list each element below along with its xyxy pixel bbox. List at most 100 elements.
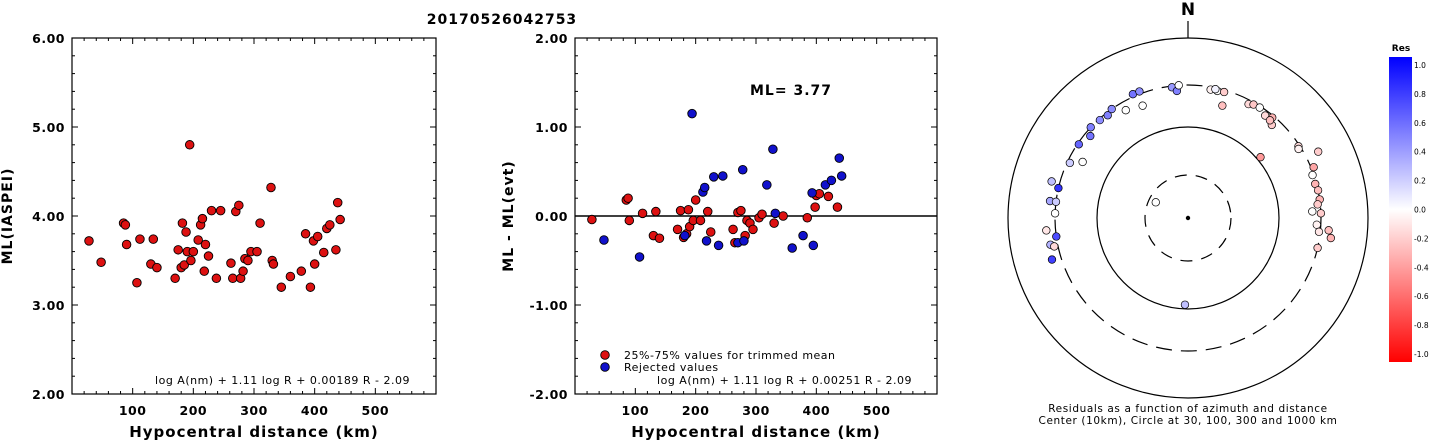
station-point xyxy=(173,245,183,255)
trimmed-point xyxy=(683,205,694,215)
station-point xyxy=(120,220,131,230)
rejected-point xyxy=(718,171,728,181)
station-residual-point xyxy=(1316,209,1326,218)
magnitude-distance-panel: 2.00 3.00 4.00 5.00 6.00 100 200 300 400 500 ML(… xyxy=(0,31,437,441)
y-tick-label: 2.00 xyxy=(32,387,65,402)
station-residual-point xyxy=(1135,87,1144,96)
station-point xyxy=(234,200,244,211)
station-point xyxy=(121,239,132,250)
station-point xyxy=(177,218,188,228)
epicenter-dot xyxy=(1185,215,1191,221)
station-point xyxy=(197,213,208,224)
trimmed-point xyxy=(623,193,633,203)
y-tick-label: 3.00 xyxy=(32,298,65,313)
station-residual-point xyxy=(1054,183,1063,193)
colorbar-tick-label: 0.8 xyxy=(1414,90,1426,99)
residual-distance-panel: -2.00 -1.00 0.00 1.00 2.00 100 200 300 400 500 M… xyxy=(501,31,938,441)
y-tick-label: -2.00 xyxy=(529,387,568,402)
station-residual-point xyxy=(1095,115,1105,125)
station-point xyxy=(181,227,191,237)
rejected-point xyxy=(713,240,724,251)
trimmed-point xyxy=(748,224,758,235)
station-residual-point xyxy=(1218,101,1227,110)
rejected-point xyxy=(798,230,808,241)
x-tick-label: 400 xyxy=(803,403,831,418)
trimmed-point xyxy=(757,209,767,219)
station-residual-point xyxy=(1308,170,1317,180)
colorbar-tick-label: 0.4 xyxy=(1414,148,1426,157)
trimmed-point xyxy=(624,215,635,226)
polar-caption-1: Residuals as a function of azimuth and d… xyxy=(1048,403,1328,415)
station-residual-point xyxy=(1151,198,1160,207)
station-point xyxy=(332,197,343,208)
legend-marker-trimmed xyxy=(600,350,610,360)
trimmed-point xyxy=(736,205,746,216)
station-point xyxy=(135,234,145,244)
station-residual-point xyxy=(1313,243,1322,253)
station-residual-point xyxy=(1138,101,1147,110)
station-residual-point xyxy=(1086,131,1095,141)
legend-marker-rejected xyxy=(600,362,610,372)
colorbar-tick-label: -1.0 xyxy=(1414,350,1429,359)
plot1-frame xyxy=(71,37,437,395)
y-tick-label: 0.00 xyxy=(535,209,568,224)
colorbar-tick-label: 1.0 xyxy=(1414,61,1426,70)
plot1-points xyxy=(84,140,345,292)
rejected-point xyxy=(739,236,749,246)
colorbar-tick-label: -0.2 xyxy=(1414,234,1429,243)
x-tick-label: 300 xyxy=(240,403,268,418)
station-residual-point xyxy=(1324,226,1333,235)
station-point xyxy=(228,273,238,284)
trimmed-point xyxy=(778,211,788,221)
colorbar-tick-label: 0.0 xyxy=(1414,206,1426,215)
station-point xyxy=(325,220,335,230)
station-residual-point xyxy=(1042,226,1051,235)
colorbar-tick-label: -0.6 xyxy=(1414,292,1429,301)
station-point xyxy=(238,266,248,276)
x-tick-label: 200 xyxy=(682,403,710,418)
plot2-formula: log A(nm) + 1.11 log R + 0.00251 R - 2.0… xyxy=(657,374,912,387)
y-tick-label: 6.00 xyxy=(32,31,65,46)
rejected-point xyxy=(834,153,845,163)
rejected-point xyxy=(787,243,797,253)
station-residual-point xyxy=(1107,104,1116,114)
ml-value-label: ML= 3.77 xyxy=(750,83,832,99)
station-point xyxy=(252,246,262,257)
station-residual-point xyxy=(1313,186,1323,195)
rejected-point xyxy=(737,164,748,175)
plot2-x-label: Hypocentral distance (km) xyxy=(631,423,881,441)
rejected-point xyxy=(687,108,697,119)
station-point xyxy=(296,266,307,276)
trimmed-point xyxy=(802,213,813,223)
station-residual-point xyxy=(1308,207,1317,216)
station-point xyxy=(276,282,287,292)
rejected-point xyxy=(807,188,817,198)
station-point xyxy=(309,259,320,269)
station-residual-point xyxy=(1086,123,1095,132)
rejected-point xyxy=(808,240,819,251)
station-residual-point xyxy=(1050,242,1059,251)
rejected-point xyxy=(762,180,772,190)
station-residual-point xyxy=(1211,85,1220,94)
station-point xyxy=(243,255,253,266)
trimmed-point xyxy=(695,215,706,226)
range-circle-100km xyxy=(1096,126,1280,310)
x-tick-label: 300 xyxy=(742,403,770,418)
station-point xyxy=(193,235,203,245)
rejected-point xyxy=(634,252,645,262)
x-tick-label: 200 xyxy=(180,403,208,418)
rejected-point xyxy=(699,182,710,193)
trimmed-point xyxy=(690,195,701,205)
station-point xyxy=(179,260,189,270)
station-residual-point xyxy=(1180,300,1190,309)
station-residual-point xyxy=(1312,220,1321,229)
plot2-y-label: ML - ML(evt) xyxy=(501,160,517,271)
station-residual-point xyxy=(1314,227,1324,236)
trimmed-point xyxy=(654,233,665,243)
station-residual-point xyxy=(1313,200,1322,209)
rejected-point xyxy=(709,172,719,182)
colorbar-title: Res xyxy=(1392,44,1410,54)
rejected-point xyxy=(701,236,712,246)
x-tick-label: 100 xyxy=(119,403,147,418)
trimmed-point xyxy=(672,224,683,235)
